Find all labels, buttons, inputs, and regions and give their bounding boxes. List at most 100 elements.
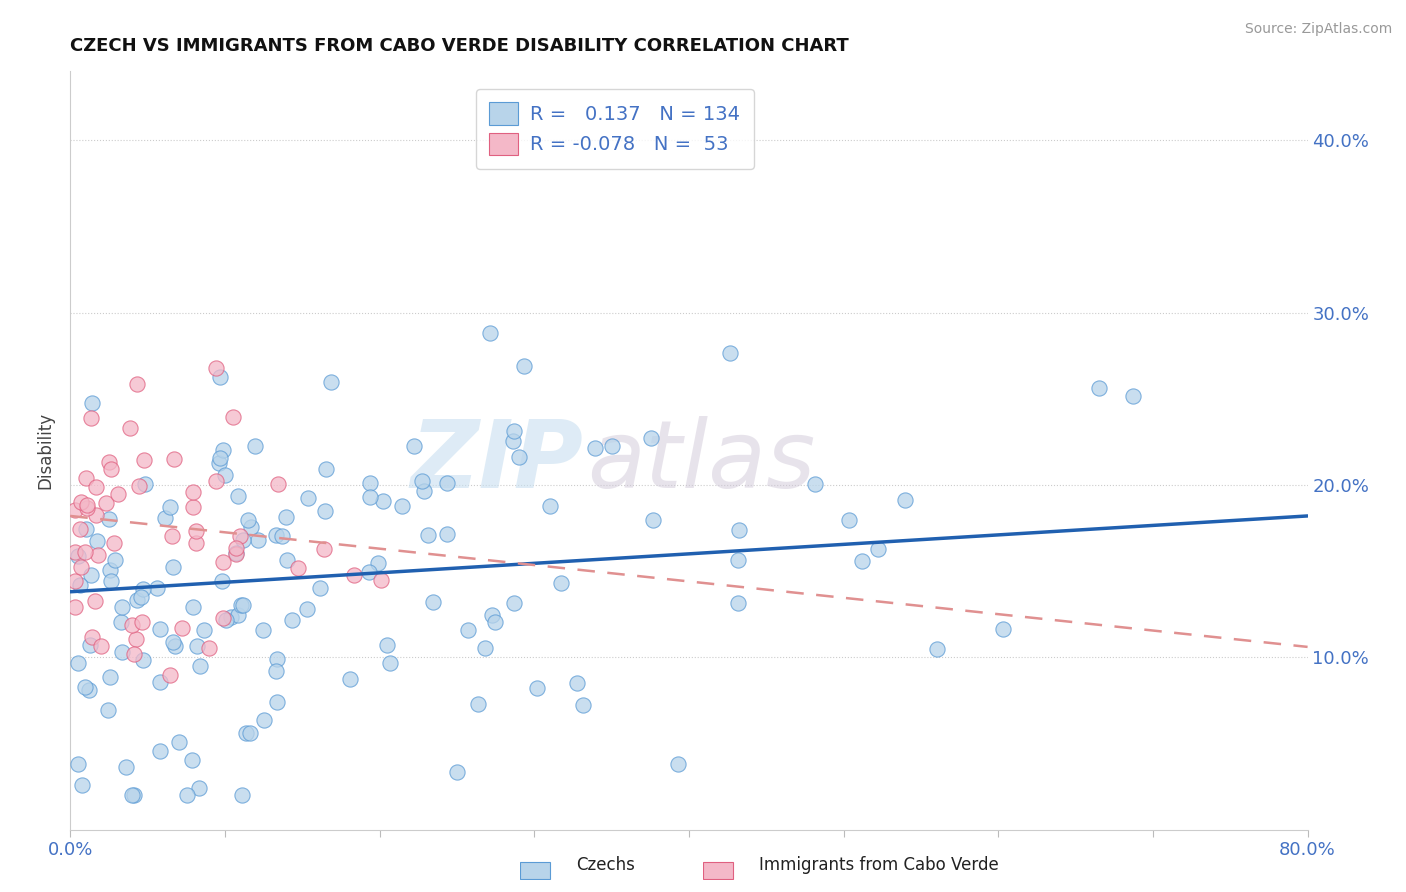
Point (239, 520, 262, 534)
Point (159, 668, 181, 682)
Point (297, 491, 319, 505)
Point (125, 377, 148, 392)
Point (319, 375, 342, 389)
Point (315, 462, 337, 476)
Point (183, 500, 205, 514)
Point (69, 522, 91, 536)
Point (84, 593, 107, 607)
Point (225, 547, 247, 561)
Point (357, 565, 380, 579)
Point (600, 439, 623, 453)
Point (851, 554, 873, 568)
Point (550, 576, 572, 591)
Point (122, 788, 145, 802)
Point (82, 396, 104, 410)
Point (235, 726, 257, 740)
Point (214, 468, 236, 483)
Point (215, 613, 238, 627)
Point (266, 527, 288, 541)
Point (149, 675, 172, 690)
Point (207, 456, 229, 470)
Point (367, 556, 389, 570)
Point (67, 656, 90, 670)
Point (314, 503, 336, 517)
Point (314, 541, 336, 556)
Point (90, 640, 112, 654)
Point (342, 567, 364, 582)
Text: Czechs: Czechs (576, 856, 636, 874)
Point (129, 590, 152, 604)
Point (205, 361, 228, 376)
Point (565, 676, 588, 690)
Point (1088, 381, 1111, 395)
Point (79, 410, 101, 425)
Point (266, 652, 288, 666)
Point (149, 744, 172, 758)
Point (266, 695, 288, 709)
Point (295, 602, 318, 616)
Point (478, 326, 501, 340)
Point (122, 647, 145, 661)
Point (111, 645, 134, 659)
Point (359, 475, 381, 490)
Point (124, 632, 146, 647)
Point (225, 541, 247, 555)
Point (103, 536, 125, 550)
Point (252, 623, 274, 637)
Point (127, 593, 149, 607)
Point (84, 480, 107, 494)
Point (925, 642, 948, 657)
Point (585, 442, 607, 456)
Point (457, 623, 479, 637)
Point (67, 549, 90, 563)
Point (378, 656, 401, 670)
Point (212, 555, 235, 569)
Point (84, 508, 107, 522)
Point (148, 622, 170, 636)
Point (993, 623, 1015, 637)
Point (63, 600, 86, 615)
Point (276, 553, 298, 567)
Point (98, 563, 121, 577)
Point (98, 670, 121, 684)
Text: ZIP: ZIP (411, 416, 583, 508)
Point (80, 567, 103, 582)
Point (219, 609, 242, 624)
Point (162, 560, 184, 574)
Point (163, 452, 186, 467)
Point (184, 536, 207, 550)
Point (231, 599, 253, 613)
Point (245, 439, 267, 453)
Point (198, 640, 221, 655)
Point (70, 559, 93, 574)
Point (280, 613, 302, 627)
Point (422, 595, 444, 609)
Point (134, 477, 156, 491)
Point (212, 611, 235, 625)
Point (526, 681, 548, 695)
Point (728, 523, 751, 537)
Point (359, 490, 381, 504)
Point (238, 513, 260, 527)
Point (70, 778, 93, 792)
Point (75, 680, 97, 694)
Point (211, 574, 233, 588)
Point (70, 494, 93, 508)
Point (866, 541, 889, 556)
Point (413, 484, 436, 499)
Point (375, 638, 398, 652)
Point (94, 496, 117, 510)
Point (404, 438, 426, 452)
Point (727, 596, 749, 610)
Text: Immigrants from Cabo Verde: Immigrants from Cabo Verde (759, 856, 1000, 874)
Point (75, 522, 97, 536)
Point (121, 618, 143, 632)
Point (63, 574, 86, 588)
Point (640, 431, 662, 445)
Point (481, 608, 503, 623)
Point (107, 487, 129, 501)
Point (67, 757, 90, 772)
Point (100, 574, 122, 588)
Point (247, 533, 270, 548)
Point (436, 526, 458, 541)
